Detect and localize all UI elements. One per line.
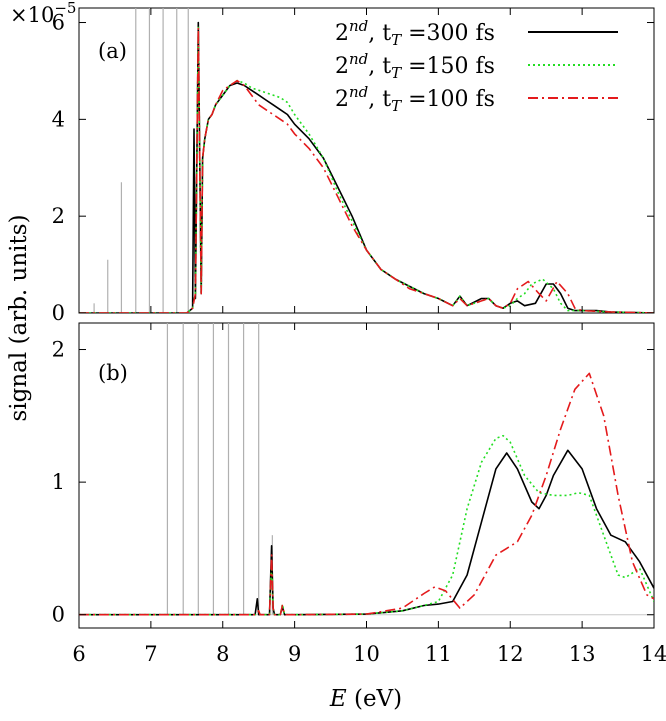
legend-text: 2nd, tT =300 fs — [335, 17, 495, 49]
y-tick-label: 4 — [52, 107, 65, 131]
series-line-2 — [79, 26, 654, 313]
x-tick-label: 8 — [216, 642, 229, 666]
series-line-1 — [79, 26, 654, 313]
series-line-1 — [79, 434, 654, 616]
legend: 2nd, tT =300 fs 2nd, tT =150 fs 2nd, tT … — [335, 17, 618, 115]
x-tick-label: 11 — [425, 642, 452, 666]
x-axis-title: E (eV) — [329, 686, 402, 712]
legend-entry-300fs: 2nd, tT =300 fs — [335, 17, 618, 49]
legend-text: 2nd, tT =150 fs — [335, 50, 495, 82]
y-tick-label: 2 — [52, 338, 65, 362]
panel-b-label: (b) — [98, 361, 128, 385]
y-tick-label: 1 — [52, 470, 65, 494]
y-tick-label: 2 — [52, 204, 65, 228]
x-tick-label: 6 — [72, 642, 85, 666]
x-tick-label: 14 — [641, 642, 666, 666]
y-axis-title: signal (arb. units) — [6, 214, 32, 421]
legend-entry-100fs: 2nd, tT =100 fs — [335, 83, 618, 115]
x-tick-label: 13 — [569, 642, 596, 666]
x-tick-label: 10 — [353, 642, 380, 666]
series-line-2 — [79, 372, 654, 616]
panel-a-label: (a) — [98, 39, 127, 63]
y-tick-label: 0 — [52, 603, 65, 627]
panel-a: 0 2 4 6 (a) ×10−5 2nd, tT =300 fs 2nd, tT =… — [10, 0, 655, 325]
y-tick-label: 6 — [52, 11, 65, 35]
y-tick-label: 0 — [52, 301, 65, 325]
series-line-0 — [79, 449, 654, 616]
panel-b-frame — [78, 322, 655, 629]
panel-b: 012 6 7 8 9 10 11 12 13 14 (b) — [52, 322, 666, 666]
x-tick-label: 7 — [144, 642, 157, 666]
legend-text: 2nd, tT =100 fs — [335, 83, 495, 115]
x-tick-label: 12 — [497, 642, 524, 666]
legend-entry-150fs: 2nd, tT =150 fs — [335, 50, 618, 82]
x-tick-label: 9 — [288, 642, 301, 666]
panel-a-multiplier: ×10−5 — [10, 0, 76, 27]
